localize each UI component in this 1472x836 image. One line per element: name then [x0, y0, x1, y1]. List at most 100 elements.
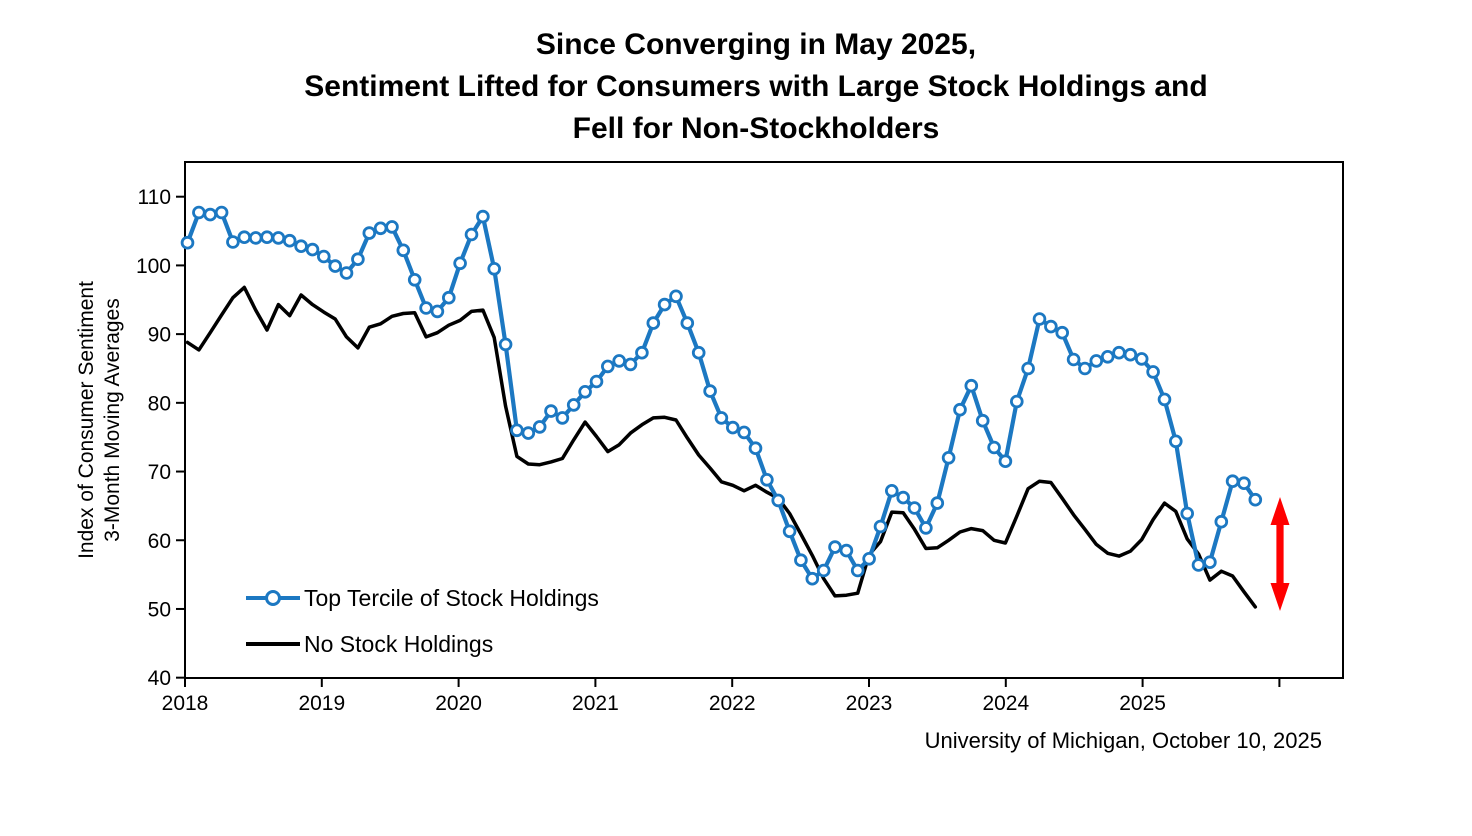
top-tercile-marker	[362, 226, 377, 240]
top-tercile-marker	[407, 272, 422, 287]
top-tercile-marker	[521, 426, 536, 440]
top-tercile-marker	[316, 249, 331, 264]
top-tercile-marker	[1214, 514, 1229, 529]
top-tercile-marker	[305, 242, 320, 257]
top-tercile-marker	[203, 207, 218, 222]
top-tercile-marker	[487, 261, 502, 276]
open-circle-marker-icon	[265, 590, 281, 606]
legend-label-top-tercile: Top Tercile of Stock Holdings	[304, 584, 599, 611]
x-tick-label: 2020	[435, 692, 482, 715]
y-tick-label: 50	[148, 598, 171, 621]
top-tercile-marker	[1237, 476, 1251, 491]
top-tercile-marker	[1157, 392, 1172, 407]
top-tercile-marker	[839, 543, 854, 558]
top-tercile-marker	[691, 345, 706, 360]
top-tercile-marker	[941, 450, 956, 465]
top-tercile-marker	[748, 441, 763, 456]
top-tercile-marker	[214, 205, 229, 220]
top-tercile-marker	[1191, 558, 1206, 572]
top-tercile-marker	[1055, 325, 1069, 340]
top-tercile-marker	[1044, 319, 1058, 334]
top-tercile-marker	[1009, 394, 1024, 409]
top-tercile-marker	[862, 551, 876, 566]
top-tercile-marker	[339, 266, 354, 280]
top-tercile-marker	[998, 454, 1013, 469]
top-tercile-marker	[1089, 354, 1104, 368]
top-tercile-marker	[953, 402, 967, 417]
top-tercile-marker	[282, 233, 297, 248]
y-tick-label: 40	[148, 667, 171, 690]
top-tercile-marker	[1225, 474, 1240, 489]
top-tercile-marker	[566, 398, 581, 412]
top-tercile-marker	[237, 230, 252, 245]
top-tercile-marker	[1180, 506, 1194, 521]
top-tercile-marker	[771, 493, 785, 508]
top-tercile-marker	[260, 230, 274, 245]
top-tercile-marker	[1100, 349, 1115, 364]
top-tercile-marker	[794, 553, 808, 567]
legend-item-no-stock: No Stock Holdings	[246, 630, 599, 658]
top-tercile-marker	[328, 259, 343, 273]
top-tercile-marker	[419, 301, 433, 315]
top-tercile-marker	[964, 378, 979, 393]
top-tercile-marker	[600, 359, 615, 374]
top-tercile-marker	[510, 423, 524, 438]
top-tercile-marker	[975, 413, 990, 428]
top-tercile-marker	[294, 239, 308, 254]
top-tercile-marker	[816, 563, 831, 578]
x-tick-label: 2019	[298, 692, 345, 715]
chart-title: Since Converging in May 2025, Sentiment …	[40, 24, 1472, 150]
top-tercile-marker	[737, 425, 751, 440]
top-tercile-marker	[884, 483, 899, 498]
top-tercile-marker	[1203, 555, 1217, 569]
top-tercile-marker	[192, 205, 206, 220]
top-tercile-marker	[635, 345, 649, 360]
top-tercile-marker	[782, 524, 797, 539]
y-tick-label: 110	[138, 186, 171, 209]
top-tercile-marker	[896, 490, 910, 505]
top-tercile-marker	[555, 411, 570, 425]
legend-label-no-stock: No Stock Holdings	[304, 630, 494, 657]
top-tercile-marker	[464, 227, 479, 242]
top-tercile-marker	[1134, 352, 1149, 366]
top-tercile-marker	[703, 384, 717, 398]
chart-title-line-1: Since Converging in May 2025,	[535, 28, 977, 61]
top-tercile-marker	[1021, 361, 1035, 376]
top-tercile-marker	[1123, 347, 1138, 362]
top-tercile-marker	[828, 540, 842, 554]
top-tercile-marker	[373, 221, 388, 236]
top-tercile-marker	[1248, 492, 1263, 507]
top-tercile-marker	[453, 256, 467, 271]
top-tercile-marker	[850, 563, 865, 578]
top-tercile-marker	[657, 297, 672, 312]
top-tercile-marker	[623, 357, 638, 372]
top-tercile-marker	[1078, 361, 1092, 376]
top-tercile-marker	[578, 384, 592, 399]
top-tercile-marker	[476, 209, 490, 224]
top-tercile-marker	[1066, 352, 1081, 367]
x-tick-label: 2022	[709, 692, 756, 715]
top-tercile-marker	[873, 519, 888, 534]
top-tercile-marker	[271, 231, 286, 245]
top-tercile-marker	[532, 420, 547, 434]
x-tick-label: 2024	[982, 692, 1029, 715]
attribution-text: University of Michigan, October 10, 2025	[924, 728, 1322, 753]
top-tercile-marker	[498, 337, 513, 352]
legend: Top Tercile of Stock Holdings No Stock H…	[246, 584, 599, 676]
top-tercile-marker	[1169, 434, 1183, 449]
top-tercile-marker	[907, 501, 922, 515]
y-tick-label: 60	[148, 530, 171, 553]
y-tick-label: 80	[148, 392, 171, 415]
chart-title-line-3: Fell for Non-Stockholders	[572, 112, 940, 145]
top-tercile-marker	[589, 374, 604, 389]
legend-item-top-tercile: Top Tercile of Stock Holdings	[246, 584, 599, 612]
top-tercile-marker	[612, 354, 626, 368]
top-tercile-marker	[351, 252, 365, 267]
top-tercile-marker	[714, 411, 729, 425]
top-tercile-marker	[226, 235, 240, 249]
top-tercile-marker	[725, 420, 740, 435]
x-tick-label: 2025	[1119, 692, 1166, 715]
top-tercile-marker	[930, 496, 945, 510]
